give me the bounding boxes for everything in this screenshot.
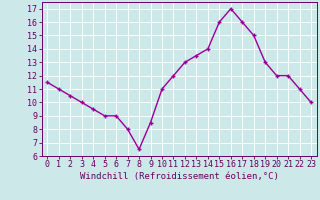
X-axis label: Windchill (Refroidissement éolien,°C): Windchill (Refroidissement éolien,°C) — [80, 172, 279, 181]
